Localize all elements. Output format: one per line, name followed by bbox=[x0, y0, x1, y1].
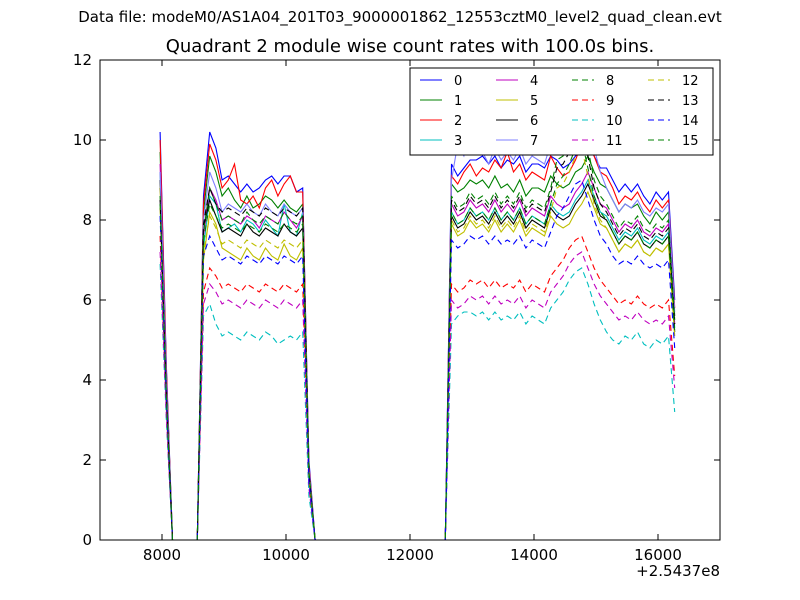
series-layer bbox=[159, 91, 676, 541]
y-tick-label: 8 bbox=[82, 211, 92, 229]
series-line-2 bbox=[159, 139, 676, 541]
legend-label-13: 13 bbox=[682, 94, 699, 109]
y-tick-label: 12 bbox=[73, 51, 92, 69]
y-tick-label: 2 bbox=[82, 451, 92, 469]
chart-title: Quadrant 2 module wise count rates with … bbox=[165, 36, 655, 57]
legend-label-9: 9 bbox=[606, 94, 614, 109]
y-tick-label: 0 bbox=[82, 531, 92, 549]
legend-label-7: 7 bbox=[530, 134, 538, 149]
data-file-suptitle: Data file: modeM0/AS1A04_201T03_90000018… bbox=[78, 8, 722, 26]
series-line-12 bbox=[159, 146, 676, 541]
series-line-8 bbox=[159, 110, 676, 541]
x-tick-label: 14000 bbox=[510, 546, 558, 564]
legend-label-3: 3 bbox=[454, 134, 462, 149]
legend-label-8: 8 bbox=[606, 74, 614, 89]
x-offset-label: +2.5437e8 bbox=[636, 562, 720, 580]
y-tick-label: 6 bbox=[82, 291, 92, 309]
series-line-5 bbox=[159, 187, 676, 541]
legend-label-0: 0 bbox=[454, 74, 462, 89]
y-tick-label: 10 bbox=[73, 131, 92, 149]
x-tick-label: 16000 bbox=[634, 546, 682, 564]
legend-label-10: 10 bbox=[606, 114, 623, 129]
series-line-6 bbox=[159, 179, 676, 541]
legend-label-4: 4 bbox=[530, 74, 538, 89]
y-tick-label: 4 bbox=[82, 371, 92, 389]
x-tick-label: 10000 bbox=[262, 546, 310, 564]
series-line-7 bbox=[159, 91, 676, 541]
legend-label-6: 6 bbox=[530, 114, 538, 129]
series-line-4 bbox=[159, 163, 676, 541]
x-tick-label: 12000 bbox=[386, 546, 434, 564]
legend-label-2: 2 bbox=[454, 114, 462, 129]
legend-label-15: 15 bbox=[682, 134, 699, 149]
series-line-13 bbox=[159, 126, 676, 541]
series-line-15 bbox=[159, 138, 676, 541]
series-line-9 bbox=[159, 235, 676, 541]
legend-label-5: 5 bbox=[530, 94, 538, 109]
legend-label-14: 14 bbox=[682, 114, 699, 129]
series-line-11 bbox=[159, 251, 676, 541]
legend-label-11: 11 bbox=[606, 134, 623, 149]
series-line-0 bbox=[159, 131, 676, 541]
x-tick-label: 8000 bbox=[143, 546, 181, 564]
series-line-3 bbox=[159, 171, 676, 541]
legend-label-12: 12 bbox=[682, 74, 699, 89]
legend-label-1: 1 bbox=[454, 94, 462, 109]
